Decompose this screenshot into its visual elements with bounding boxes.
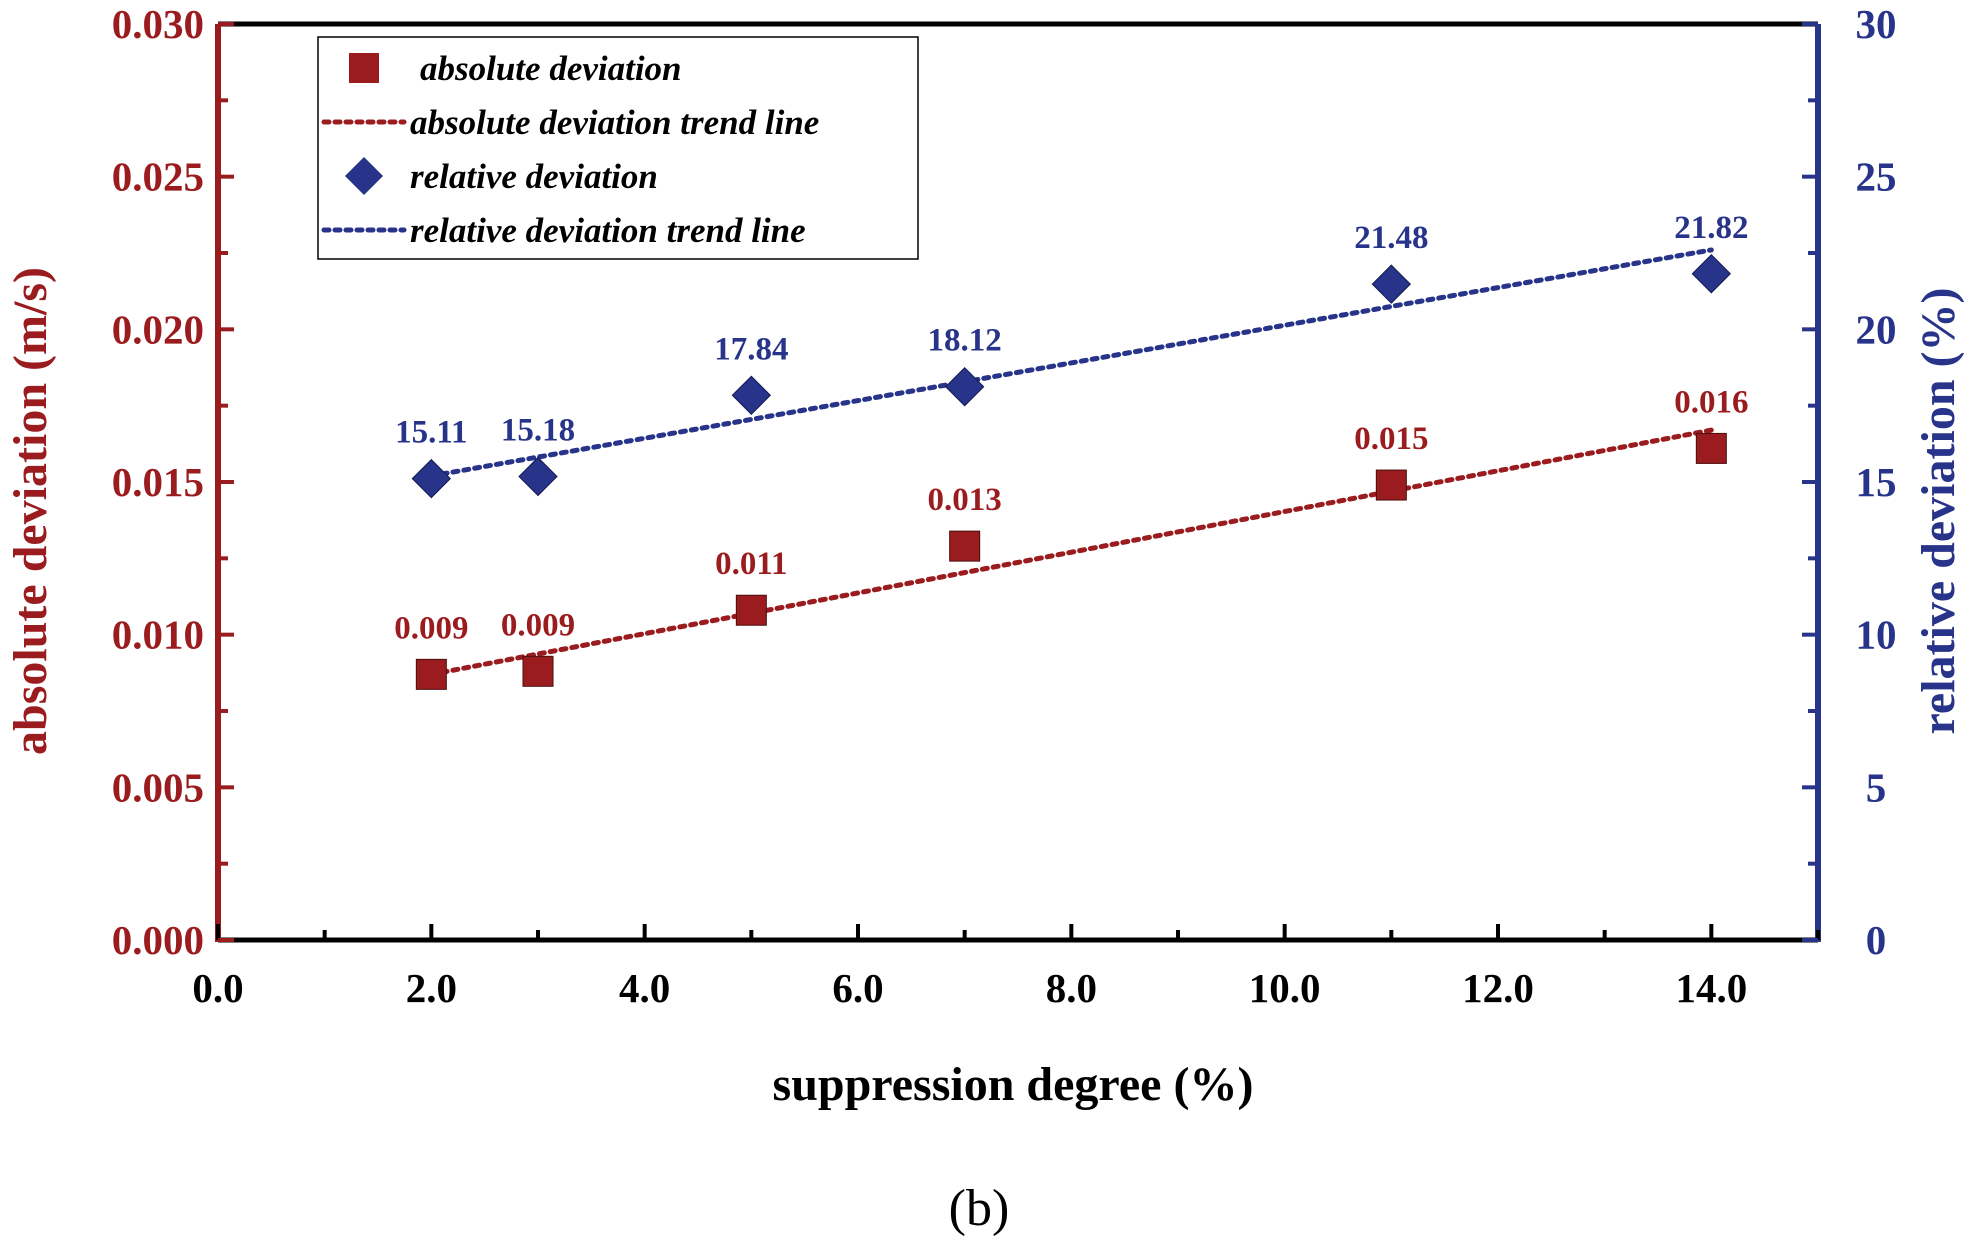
x-tick-label: 4.0 [619,965,670,1011]
y2-tick-label: 20 [1856,306,1897,352]
legend-label: absolute deviation trend line [410,103,819,142]
rel-deviation-point [518,456,558,497]
axes: 0.0 2.0 4.0 6.0 8.0 10.0 12.0 14.0 0.000 0.005 0.0… [112,1,1897,1011]
abs-deviation-point [415,658,447,690]
rel-deviation-label: 15.18 [501,413,575,449]
abs-deviation-label: 0.013 [928,482,1002,518]
y2-tick-label: 10 [1856,612,1897,658]
rel-deviation-label: 21.82 [1674,210,1748,246]
abs-deviation-point [949,530,981,562]
abs-deviation-point [1695,432,1727,464]
rel-deviation-label: 17.84 [714,331,788,367]
abs-deviation-point [522,655,554,687]
abs-deviation-label: 0.009 [394,610,468,646]
abs-deviation-label: 0.016 [1674,384,1748,420]
x-tick-label: 10.0 [1249,965,1321,1011]
y-tick-label: 0.005 [112,764,204,810]
data-marks [411,254,1732,690]
abs-deviation-point [735,594,767,626]
y2-tick-label: 15 [1856,459,1897,505]
y2-tick-label: 25 [1856,154,1897,200]
rel-deviation-point [731,375,772,415]
y-tick-label: 0.025 [112,154,204,200]
y2-tick-label: 0 [1866,917,1887,963]
legend-label: absolute deviation [420,49,682,88]
y-tick-label: 0.020 [112,306,204,352]
x-tick-label: 8.0 [1046,965,1097,1011]
x-tick-label: 6.0 [832,965,883,1011]
rel-deviation-point [1371,264,1412,304]
legend-square-swatch [349,53,379,83]
legend-diamond-swatch [345,157,383,195]
x-tick-label: 12.0 [1462,965,1534,1011]
x-tick-label: 0.0 [192,965,243,1011]
x-axis-title: suppression degree (%) [773,1058,1254,1111]
rel-deviation-point [411,458,452,499]
legend-label: relative deviation trend line [410,211,806,250]
rel-deviation-point [1691,254,1732,294]
abs-deviation-label: 0.011 [715,546,787,582]
abs-deviation-point [1375,469,1407,501]
legend-box [317,36,919,260]
x-tick-label: 14.0 [1675,965,1747,1011]
rel-deviation-point [944,367,985,407]
trend-line [428,427,1714,677]
data-labels: 0.009 0.009 0.011 0.013 0.015 0.016 15.11 15.18… [394,210,1748,647]
y2-tick-label: 5 [1866,764,1887,810]
y-tick-label: 0.015 [112,459,204,505]
legend-label: relative deviation [410,157,658,196]
legend: absolute deviation absolute deviation tre… [317,36,919,260]
y-tick-label: 0.030 [112,1,204,47]
left-axis-title: absolute deviation (m/s) [4,267,57,755]
trend-lines [428,247,1714,677]
y-tick-label: 0.010 [112,612,204,658]
right-axis-title: relative deviation (%) [1912,287,1965,734]
y2-tick-label: 30 [1856,1,1897,47]
trend-line [428,247,1714,479]
abs-deviation-label: 0.015 [1354,421,1428,457]
rel-deviation-label: 18.12 [928,323,1002,359]
rel-deviation-label: 21.48 [1354,220,1428,256]
y-tick-label: 0.000 [112,917,204,963]
rel-deviation-label: 15.11 [395,415,467,451]
figure-caption: (b) [949,1180,1010,1237]
x-tick-label: 2.0 [406,965,457,1011]
abs-deviation-label: 0.009 [501,607,575,643]
